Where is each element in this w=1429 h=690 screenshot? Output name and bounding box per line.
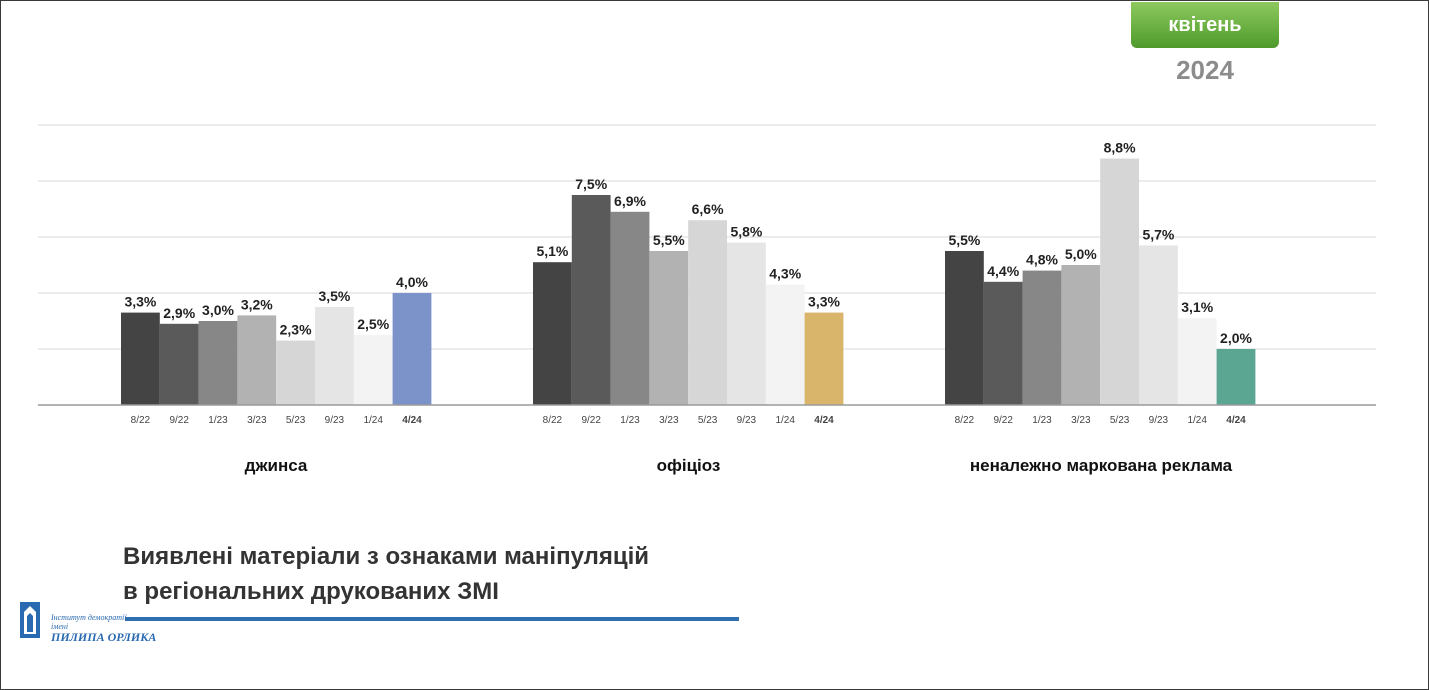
tick-label: 4/24 [402,415,422,426]
bar-chart: 3,3% 8/22 2,9% 9/22 3,0% 1/23 3,2% 3/23 2,3% 5/23… [38,124,1376,426]
data-label: 5,7% [1142,226,1174,242]
data-label: 4,3% [769,266,801,282]
tick-label: 5/23 [698,415,718,426]
tick-label: 8/22 [543,415,563,426]
panel-title-dzhynsa: джинса [244,456,308,475]
bar [1216,349,1256,405]
slide-headline: Виявлені матеріали з ознаками маніпуляці… [123,539,649,609]
bar [945,251,984,405]
data-label: 3,3% [808,294,840,310]
tick-label: 1/23 [1032,415,1052,426]
data-label: 5,5% [653,232,685,248]
bar [353,335,393,405]
headline-underline [125,617,739,621]
tick-label: 3/23 [247,415,267,426]
tick-label: 1/24 [1187,415,1207,426]
data-label: 8,8% [1104,140,1136,156]
bar [1022,270,1062,405]
data-label: 6,6% [692,201,724,217]
headline-line-1: Виявлені матеріали з ознаками маніпуляці… [123,543,650,570]
data-label: 4,4% [987,263,1019,279]
institute-logo-icon [20,602,40,638]
bar [1177,318,1217,405]
bar [237,315,277,405]
data-label: 6,9% [614,193,646,209]
tick-label: 3/23 [1071,415,1091,426]
tick-label: 9/23 [325,415,345,426]
panel-title-ofitsioz: офіціоз [656,456,721,475]
data-label: 2,9% [163,305,195,321]
data-label: 3,3% [124,294,156,310]
logo-line-1: Інститут демократії [51,613,127,622]
bar [1061,265,1101,405]
bar [276,340,315,405]
month-badge: квітень [1131,2,1279,48]
tick-label: 8/22 [131,415,151,426]
bar [727,242,766,405]
data-label: 4,8% [1026,252,1058,268]
logo-line-3: ПИЛИПА ОРЛИКА [51,630,157,644]
tick-label: 1/24 [363,415,383,426]
bar [765,284,805,405]
bar [121,312,160,405]
data-label: 3,0% [202,302,234,318]
tick-label: 4/24 [1226,415,1246,426]
logo-line-2: імені [51,622,69,631]
tick-label: 1/24 [775,415,795,426]
bar [392,293,432,405]
bar [1100,158,1139,405]
tick-label: 9/23 [737,415,757,426]
tick-label: 9/22 [169,415,189,426]
data-label: 5,0% [1065,246,1097,262]
tick-label: 4/24 [814,415,834,426]
data-label: 5,1% [536,243,568,259]
tick-label: 5/23 [286,415,306,426]
data-label: 7,5% [575,176,607,192]
bar [1139,245,1178,405]
tick-label: 8/22 [955,415,975,426]
tick-label: 9/22 [581,415,601,426]
data-label: 2,5% [357,316,389,332]
bar [315,307,354,405]
data-label: 5,8% [730,224,762,240]
tick-label: 3/23 [659,415,679,426]
tick-label: 1/23 [208,415,228,426]
data-label: 5,5% [948,232,980,248]
data-label: 2,0% [1220,330,1252,346]
bar [983,281,1023,405]
bar [571,195,611,405]
bar [804,312,844,405]
data-label: 3,5% [318,288,350,304]
headline-line-2: в регіональних друкованих ЗМІ [123,578,499,605]
data-label: 2,3% [280,322,312,338]
bar [649,251,689,405]
tick-label: 9/23 [1149,415,1169,426]
bar [533,262,572,405]
data-label: 3,2% [241,296,273,312]
panel-title-reklama: неналежно маркована реклама [969,456,1233,475]
tick-label: 5/23 [1110,415,1130,426]
tick-label: 9/22 [993,415,1013,426]
data-label: 3,1% [1181,299,1213,315]
logo-text: Інститут демократії імені ПИЛИПА ОРЛИКА [51,613,156,643]
bar [198,321,238,405]
bar [688,220,727,405]
tick-label: 1/23 [620,415,640,426]
year-label: 2024 [1176,55,1234,85]
bar [610,211,650,405]
bar [159,323,199,405]
data-label: 4,0% [396,274,428,290]
